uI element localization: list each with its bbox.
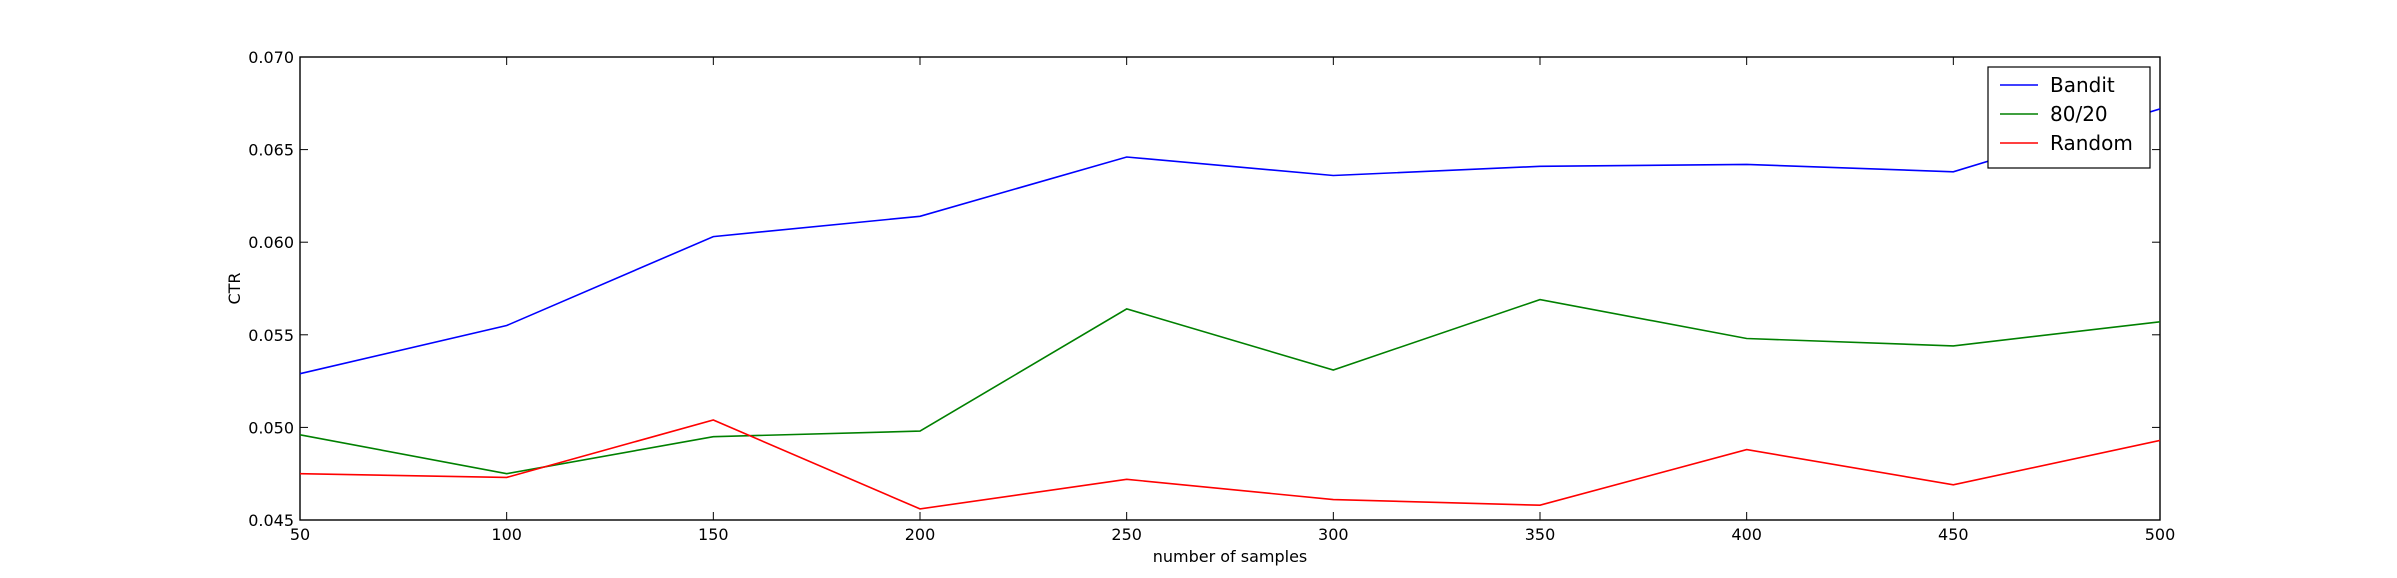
x-axis-label: number of samples <box>1153 547 1308 566</box>
series-line-80-20 <box>299 298 2161 475</box>
legend: Bandit 80/20 Random <box>1987 66 2151 169</box>
plot-area <box>299 56 2161 521</box>
series-layer <box>299 108 2161 510</box>
legend-box <box>1987 66 2151 169</box>
x-tick-label: 350 <box>1525 525 1556 544</box>
y-tick-label: 0.055 <box>248 326 294 345</box>
x-tick-label: 100 <box>491 525 522 544</box>
legend-entry-label: Random <box>2050 131 2133 155</box>
series-line-random <box>299 419 2161 510</box>
series-line-bandit <box>299 108 2161 375</box>
x-tick-label: 300 <box>1318 525 1349 544</box>
x-tick-label: 400 <box>1731 525 1762 544</box>
y-tick-label: 0.050 <box>248 418 294 437</box>
x-tick-label: 500 <box>2145 525 2176 544</box>
y-tick-label: 0.060 <box>248 233 294 252</box>
legend-entry-label: Bandit <box>2050 73 2115 97</box>
y-tick-label: 0.045 <box>248 511 294 530</box>
x-tick-label: 200 <box>905 525 936 544</box>
x-tick-label: 450 <box>1938 525 1969 544</box>
y-tick-label: 0.065 <box>248 141 294 160</box>
legend-entry-label: 80/20 <box>2050 102 2108 126</box>
y-tick-label: 0.070 <box>248 48 294 67</box>
y-axis-label: CTR <box>225 272 244 304</box>
x-tick-label: 150 <box>698 525 729 544</box>
x-tick-label: 250 <box>1111 525 1142 544</box>
x-tick-label: 50 <box>290 525 310 544</box>
axis-ticks: 50 100 150 200 250 300 350 400 450 500 0.045 0.050 0… <box>248 48 2175 544</box>
